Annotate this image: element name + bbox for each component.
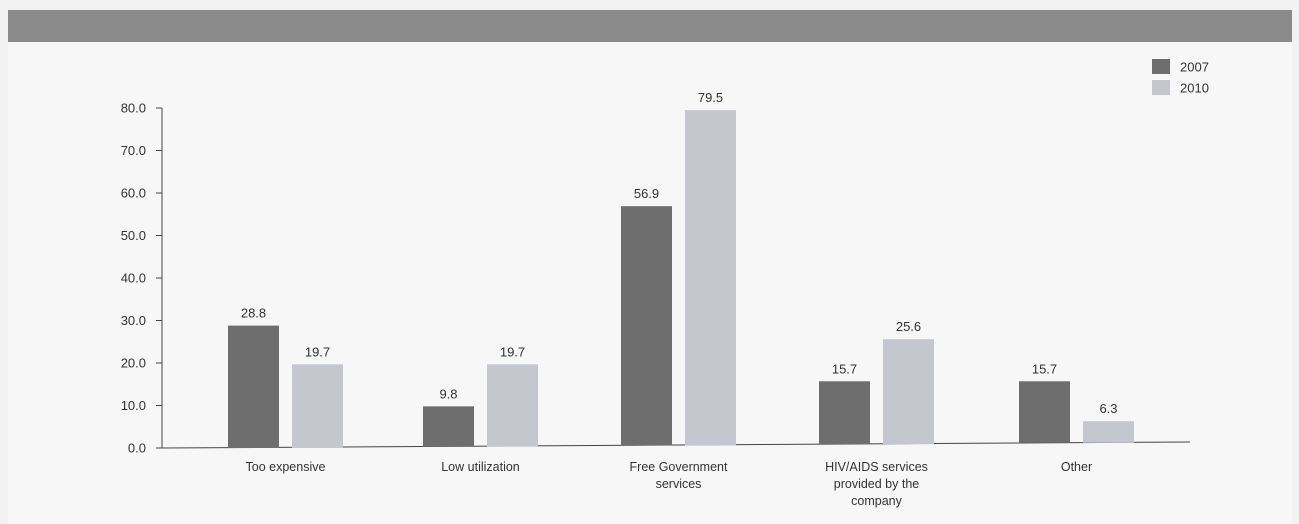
- legend-swatch-2007: [1152, 59, 1170, 74]
- data-label-2010: 19.7: [305, 344, 330, 359]
- legend: 2007 2010: [1152, 59, 1209, 96]
- bar-2007: [423, 406, 474, 447]
- bar-2010: [1083, 421, 1134, 443]
- bars: [228, 110, 1134, 448]
- y-tick-label: 70.0: [121, 143, 146, 158]
- y-tick-label: 40.0: [121, 271, 146, 286]
- data-label-2010: 19.7: [500, 344, 525, 359]
- bar-2010: [883, 339, 934, 445]
- data-label-2010: 6.3: [1099, 401, 1117, 416]
- category-label: HIV/AIDS services: [825, 460, 928, 474]
- data-label-2010: 79.5: [698, 90, 723, 105]
- legend-label-2007: 2007: [1180, 60, 1209, 75]
- bar-2007: [228, 325, 279, 448]
- bar-2007: [819, 381, 870, 445]
- bar-2007: [1019, 381, 1070, 443]
- bar-2010: [487, 364, 538, 447]
- category-label: Low utilization: [441, 460, 520, 474]
- y-tick-label: 10.0: [121, 398, 146, 413]
- y-ticks: 0.0 10.0 20.0 30.0 40.0 50.0 60.0 70.0 80.0: [121, 101, 162, 456]
- data-label-2007: 15.7: [1032, 361, 1057, 376]
- category-label: company: [851, 494, 902, 508]
- data-label-2007: 28.8: [241, 306, 266, 321]
- y-tick-label: 80.0: [121, 101, 146, 116]
- y-tick-label: 20.0: [121, 356, 146, 371]
- y-tick-label: 50.0: [121, 228, 146, 243]
- category-labels: Too expensive Low utilization Free Governm…: [246, 460, 1093, 508]
- legend-label-2010: 2010: [1180, 81, 1209, 96]
- category-label: services: [656, 477, 702, 491]
- y-tick-label: 60.0: [121, 186, 146, 201]
- category-label: Free Government: [630, 460, 728, 474]
- data-labels: 28.8 19.7 9.8 19.7 56.9 79.5 15.7 25.6 15.7 6.3: [241, 90, 1118, 416]
- header-band: [8, 10, 1292, 42]
- bar-2010: [685, 110, 736, 446]
- data-label-2007: 9.8: [439, 386, 457, 401]
- category-label: Other: [1061, 460, 1092, 474]
- bar-2007: [621, 206, 672, 446]
- data-label-2007: 15.7: [832, 361, 857, 376]
- bar-2010: [292, 364, 343, 448]
- category-label: provided by the: [834, 477, 920, 491]
- legend-swatch-2010: [1152, 80, 1170, 95]
- data-label-2007: 56.9: [634, 186, 659, 201]
- y-tick-label: 0.0: [128, 441, 146, 456]
- y-tick-label: 30.0: [121, 313, 146, 328]
- category-label: Too expensive: [246, 460, 326, 474]
- data-label-2010: 25.6: [896, 319, 921, 334]
